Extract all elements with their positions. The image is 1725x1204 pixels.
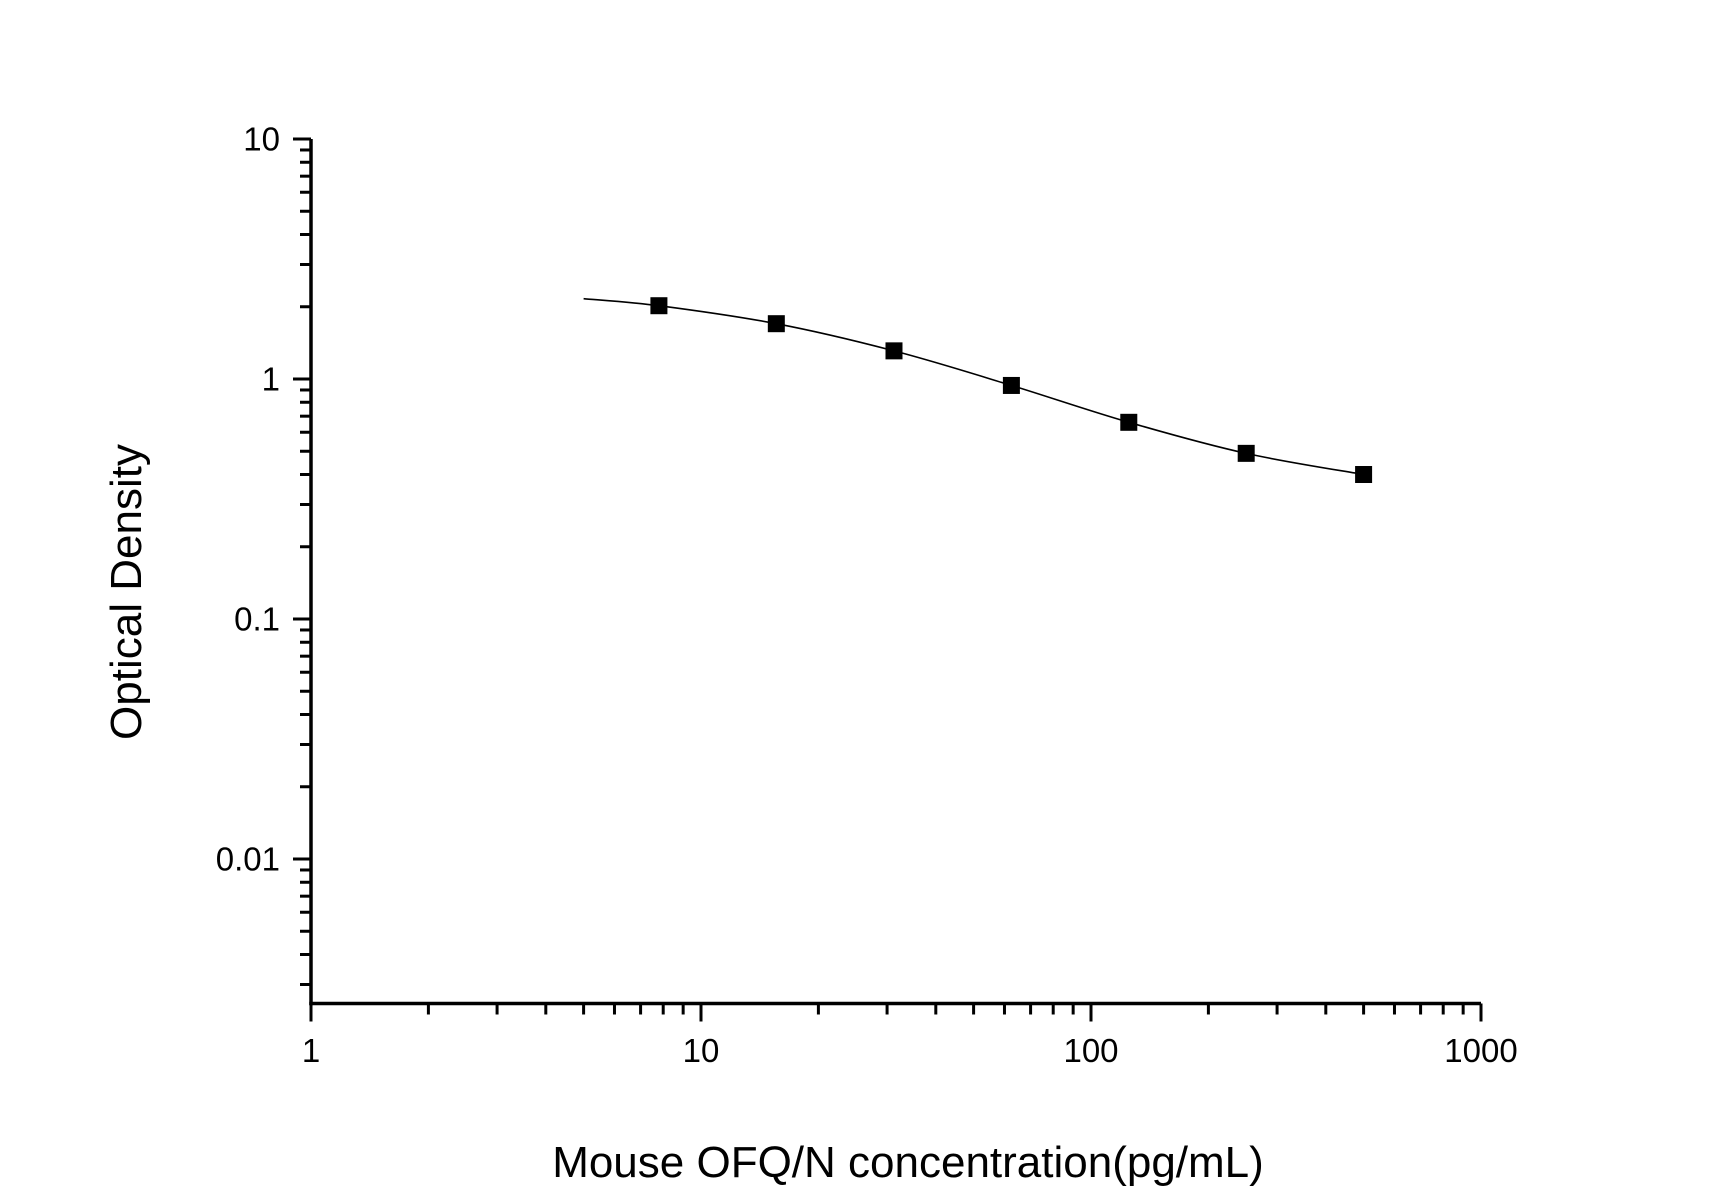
y-tick-label: 0.01	[216, 841, 280, 878]
data-point-marker	[885, 342, 903, 360]
y-tick-label: 10	[243, 121, 280, 158]
y-axis-title: Optical Density	[102, 444, 151, 740]
data-point-marker	[1355, 466, 1373, 484]
y-tick-label: 1	[262, 361, 280, 398]
x-tick-label: 1000	[1444, 1032, 1517, 1069]
data-point-marker	[1237, 444, 1255, 462]
data-point-marker	[1120, 413, 1138, 431]
data-layer	[583, 297, 1373, 484]
data-point-marker	[650, 297, 668, 315]
y-tick-label: 0.1	[234, 601, 280, 638]
x-tick-label: 1	[302, 1032, 320, 1069]
data-point-marker	[1002, 376, 1020, 394]
x-tick-label: 100	[1063, 1032, 1118, 1069]
x-axis-title: Mouse OFQ/N concentration(pg/mL)	[552, 1138, 1264, 1187]
axes-layer: 1 10 100 1000 10 1 0.1 0.01	[216, 121, 1518, 1069]
fit-curve	[583, 297, 1364, 476]
x-tick-label: 10	[683, 1032, 720, 1069]
data-point-marker	[767, 315, 785, 333]
